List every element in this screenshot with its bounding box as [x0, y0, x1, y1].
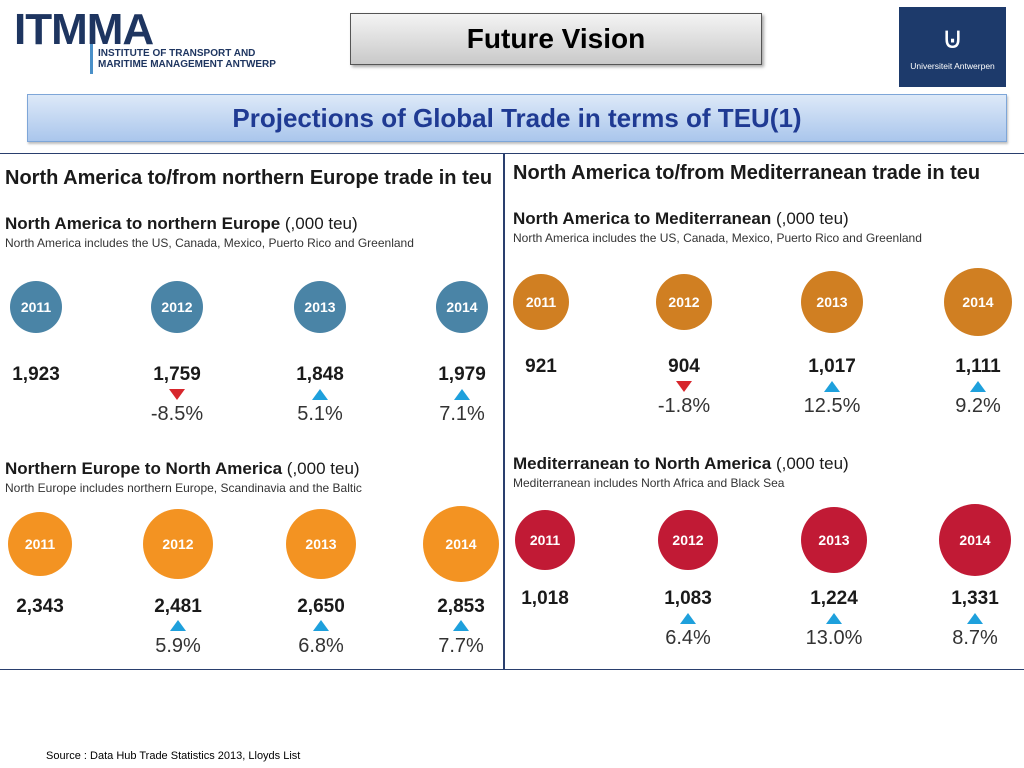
percent-change: 8.7%: [952, 627, 998, 649]
left-panel-title: North America to/from northern Europe tr…: [5, 167, 493, 189]
section-note: Mediterranean includes North Africa and …: [513, 476, 785, 490]
up-arrow-icon: [680, 613, 696, 624]
university-emblem-icon: ⊍: [941, 21, 964, 56]
teu-value: 1,923: [12, 364, 60, 385]
year-circle-2011: 2011: [513, 274, 569, 330]
down-arrow-icon: [169, 389, 185, 400]
teu-value: 2,481: [154, 596, 202, 617]
percent-change: 6.8%: [298, 635, 344, 657]
teu-value: 921: [525, 356, 557, 377]
section-title-unit: (,000 teu): [771, 209, 849, 228]
teu-value: 1,083: [664, 588, 712, 609]
year-circle-2014: 2014: [939, 504, 1011, 576]
section-title-bold: Northern Europe to North America: [5, 459, 283, 478]
section-title-unit: (,000 teu): [280, 214, 358, 233]
up-arrow-icon: [824, 381, 840, 392]
slide-title-box: Future Vision: [350, 13, 762, 65]
section-title: North America to northern Europe (,000 t…: [5, 214, 358, 234]
teu-value: 904: [668, 356, 700, 377]
right-panel-title: North America to/from Mediterranean trad…: [513, 162, 981, 184]
up-arrow-icon: [453, 620, 469, 631]
percent-change: 5.1%: [297, 403, 343, 425]
up-arrow-icon: [170, 620, 186, 631]
teu-value: 1,331: [951, 588, 999, 609]
year-circle-2011: 2011: [8, 512, 72, 576]
year-circle-2012: 2012: [658, 510, 718, 570]
percent-change: -1.8%: [657, 395, 711, 417]
down-arrow-icon: [676, 381, 692, 392]
itmma-logo: ITMMA INSTITUTE OF TRANSPORT AND MARITIM…: [14, 8, 294, 74]
year-circle-2014: 2014: [436, 281, 488, 333]
teu-value: 1,759: [153, 364, 201, 385]
percent-change: -8.5%: [150, 403, 204, 425]
teu-value: 1,018: [521, 588, 569, 609]
percent-change: 7.1%: [439, 403, 485, 425]
section-note: North America includes the US, Canada, M…: [513, 231, 922, 245]
percent-change: 12.5%: [803, 395, 861, 417]
source-note: Source : Data Hub Trade Statistics 2013,…: [46, 750, 301, 762]
teu-value: 2,853: [437, 596, 485, 617]
percent-change: 9.2%: [955, 395, 1001, 417]
university-name: Universiteit Antwerpen: [910, 61, 995, 71]
percent-change: 6.4%: [665, 627, 711, 649]
teu-value: 1,848: [296, 364, 344, 385]
teu-value: 1,224: [810, 588, 858, 609]
year-circle-2011: 2011: [10, 281, 62, 333]
subtitle-box: Projections of Global Trade in terms of …: [27, 94, 1007, 142]
up-arrow-icon: [967, 613, 983, 624]
year-circle-2013: 2013: [801, 507, 867, 573]
teu-value: 2,650: [297, 596, 345, 617]
year-circle-2013: 2013: [801, 271, 863, 333]
year-circle-2014: 2014: [944, 268, 1012, 336]
year-circle-2012: 2012: [656, 274, 712, 330]
teu-value: 1,111: [955, 356, 1001, 377]
teu-value: 2,343: [16, 596, 64, 617]
up-arrow-icon: [826, 613, 842, 624]
up-arrow-icon: [970, 381, 986, 392]
up-arrow-icon: [313, 620, 329, 631]
section-title-bold: North America to northern Europe: [5, 214, 281, 233]
logo-sub-line2: MARITIME MANAGEMENT ANTWERP: [98, 59, 276, 70]
section-title: Mediterranean to North America (,000 teu…: [513, 454, 849, 474]
section-title-bold: North America to Mediterranean: [513, 209, 772, 228]
percent-change: 7.7%: [438, 635, 484, 657]
section-title-bold: Mediterranean to North America: [513, 454, 772, 473]
section-note: North Europe includes northern Europe, S…: [5, 481, 362, 495]
logo-main-text: ITMMA: [14, 5, 154, 54]
year-circle-2013: 2013: [286, 509, 356, 579]
year-circle-2014: 2014: [423, 506, 499, 582]
section-title: Northern Europe to North America (,000 t…: [5, 459, 360, 479]
university-logo: ⊍ Universiteit Antwerpen: [899, 7, 1006, 87]
logo-sub-text: INSTITUTE OF TRANSPORT AND MARITIME MANA…: [98, 48, 276, 70]
slide-title: Future Vision: [466, 23, 646, 54]
section-title-unit: (,000 teu): [282, 459, 360, 478]
right-panel: North America to/from Mediterranean trad…: [503, 153, 1024, 670]
percent-change: 5.9%: [155, 635, 201, 657]
slide-subtitle: Projections of Global Trade in terms of …: [232, 102, 802, 133]
percent-change: 13.0%: [805, 627, 863, 649]
logo-bar: [90, 44, 93, 74]
year-circle-2011: 2011: [515, 510, 575, 570]
teu-value: 1,017: [808, 356, 856, 377]
year-circle-2013: 2013: [294, 281, 346, 333]
teu-value: 1,979: [438, 364, 486, 385]
year-circle-2012: 2012: [151, 281, 203, 333]
year-circle-2012: 2012: [143, 509, 213, 579]
section-title-unit: (,000 teu): [771, 454, 849, 473]
up-arrow-icon: [454, 389, 470, 400]
logo-sub-line1: INSTITUTE OF TRANSPORT AND: [98, 48, 256, 59]
up-arrow-icon: [312, 389, 328, 400]
section-note: North America includes the US, Canada, M…: [5, 236, 414, 250]
section-title: North America to Mediterranean (,000 teu…: [513, 209, 849, 229]
left-panel: North America to/from northern Europe tr…: [0, 153, 503, 670]
